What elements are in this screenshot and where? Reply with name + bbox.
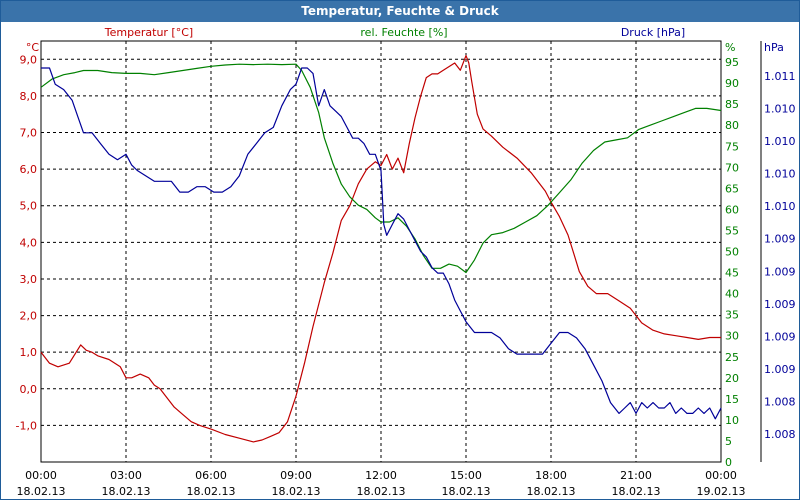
x-tick-date: 18.02.13 (272, 485, 321, 498)
x-tick-date: 18.02.13 (17, 485, 66, 498)
y-right2-tick: 1.008 (764, 395, 796, 408)
series-label-temperature: Temperatur [°C] (104, 26, 193, 39)
x-tick-date: 18.02.13 (357, 485, 406, 498)
y-right1-tick: 25 (725, 351, 739, 364)
y-right1-tick: 30 (725, 330, 739, 343)
x-tick-time: 18:00 (535, 469, 567, 482)
y-right1-tick: 35 (725, 309, 739, 322)
y-left-tick: 4,0 (20, 236, 38, 249)
y-right1-tick: 45 (725, 267, 739, 280)
y-right2-tick: 1.009 (764, 298, 796, 311)
y-right2-unit: hPa (764, 41, 784, 54)
y-left-tick: 8,0 (20, 90, 38, 103)
y-right2-tick: 1.010 (764, 200, 796, 213)
y-right2-tick: 1.010 (764, 103, 796, 116)
grid-lines (41, 41, 721, 462)
y-right2-tick: 1.009 (764, 363, 796, 376)
y-left-tick: 0,0 (20, 383, 38, 396)
y-right1-tick: 0 (725, 456, 732, 469)
y-right2-tick: 1.011 (764, 70, 796, 83)
y-right1-tick: 55 (725, 224, 739, 237)
y-right1-tick: 65 (725, 182, 739, 195)
x-tick-time: 12:00 (365, 469, 397, 482)
y-left-tick: 7,0 (20, 127, 38, 140)
y-right2-tick: 1.009 (764, 330, 796, 343)
y-right1-tick: 50 (725, 246, 739, 259)
y-left-unit: °C (26, 41, 40, 54)
x-tick-date: 18.02.13 (102, 485, 151, 498)
y-left-tick: 6,0 (20, 163, 38, 176)
x-tick-time: 21:00 (620, 469, 652, 482)
series-lines (40, 54, 722, 443)
y-right1-tick: 75 (725, 140, 739, 153)
y-right1-tick: 40 (725, 288, 739, 301)
y-right2-tick: 1.010 (764, 168, 796, 181)
y-right1-tick: 5 (725, 435, 732, 448)
x-tick-time: 00:00 (705, 469, 737, 482)
axes: 00:00 18.02.13 03:00 18.02.13 06:00 18.02.13 0… (16, 26, 796, 498)
series-label-humidity: rel. Feuchte [%] (360, 26, 447, 39)
y-left-tick: 3,0 (20, 273, 38, 286)
x-tick-date: 18.02.13 (187, 485, 236, 498)
y-left-tick: -1,0 (16, 419, 37, 432)
x-tick-date: 18.02.13 (442, 485, 491, 498)
y-right1-tick: 70 (725, 161, 739, 174)
x-tick-time: 15:00 (450, 469, 482, 482)
y-right1-tick: 95 (725, 56, 739, 69)
x-tick-time: 00:00 (25, 469, 57, 482)
series-line-humidity (40, 63, 722, 274)
y-left-tick: 5,0 (20, 200, 38, 213)
x-tick-time: 06:00 (195, 469, 227, 482)
x-tick-time: 09:00 (280, 469, 312, 482)
y-right2-tick: 1.009 (764, 265, 796, 278)
x-tick-time: 03:00 (110, 469, 142, 482)
y-right2-tick: 1.010 (764, 135, 796, 148)
y-right1-tick: 20 (725, 372, 739, 385)
y-left-tick: 2,0 (20, 310, 38, 323)
y-right1-tick: 80 (725, 119, 739, 132)
y-right2-tick: 1.009 (764, 233, 796, 246)
y-left-tick: 1,0 (20, 346, 38, 359)
y-right1-tick: 10 (725, 414, 739, 427)
series-label-pressure: Druck [hPa] (621, 26, 685, 39)
x-tick-date: 18.02.13 (527, 485, 576, 498)
y-right1-tick: 15 (725, 393, 739, 406)
x-tick-date: 18.02.13 (612, 485, 661, 498)
y-right2-tick: 1.008 (764, 428, 796, 441)
x-tick-date: 19.02.13 (697, 485, 746, 498)
y-right1-tick: 85 (725, 98, 739, 111)
chart-title: Temperatur, Feuchte & Druck (1, 1, 799, 22)
series-line-pressure (41, 67, 722, 420)
series-line-temperature (40, 54, 721, 443)
y-right1-tick: 90 (725, 77, 739, 90)
y-left-tick: 9,0 (20, 53, 38, 66)
y-right1-unit: % (725, 41, 735, 54)
y-right1-tick: 60 (725, 203, 739, 216)
